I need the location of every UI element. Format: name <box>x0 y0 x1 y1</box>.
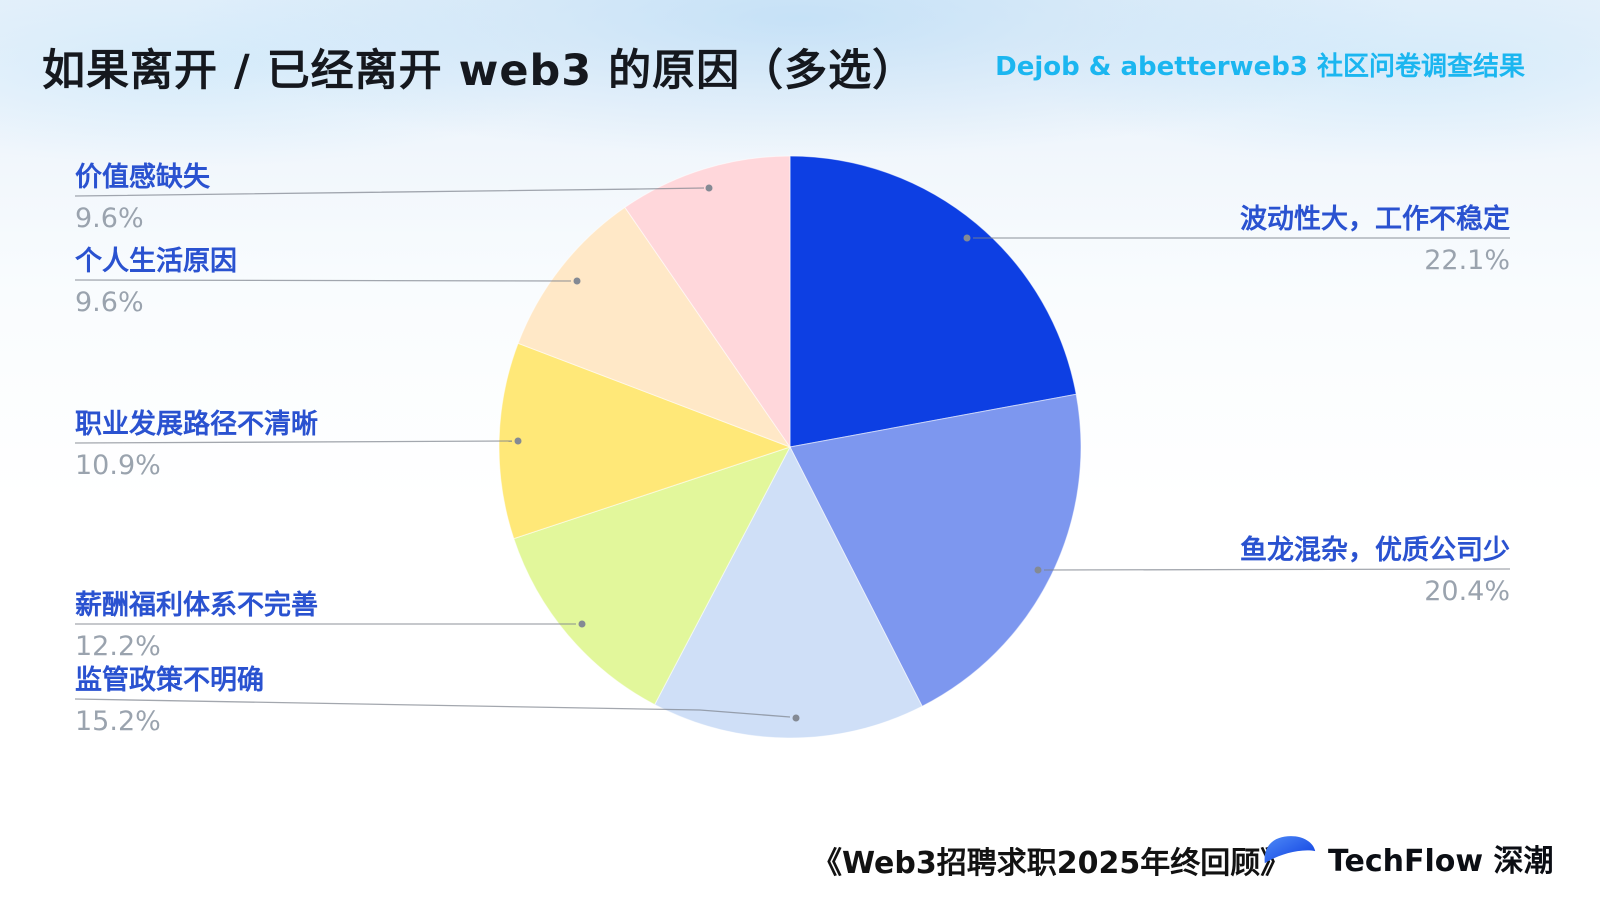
label-compensation-percent: 12.2% <box>75 631 161 662</box>
label-compensation-title: 薪酬福利体系不完善 <box>75 590 318 621</box>
label-regulation-title: 监管政策不明确 <box>75 665 264 696</box>
label-career-path: 职业发展路径不清晰 10.9% <box>75 407 318 483</box>
label-personal-life: 个人生活原因 9.6% <box>75 244 237 320</box>
label-value-loss: 价值感缺失 9.6% <box>75 160 210 236</box>
pie-slice-1 <box>789 155 1077 448</box>
label-career-path-percent: 10.9% <box>75 450 161 481</box>
leader-line-regulation <box>74 698 791 718</box>
label-compensation: 薪酬福利体系不完善 12.2% <box>75 588 318 664</box>
label-value-loss-percent: 9.6% <box>75 203 144 234</box>
label-company-quality-percent: 20.4% <box>1424 576 1510 607</box>
label-company-quality-title: 鱼龙混杂，优质公司少 <box>1240 535 1510 566</box>
leader-dot-regulation <box>792 714 800 722</box>
label-volatility-title: 波动性大，工作不稳定 <box>1240 204 1510 235</box>
label-value-loss-title: 价值感缺失 <box>75 162 210 193</box>
label-volatility-percent: 22.1% <box>1424 245 1510 276</box>
leader-dot-volatility <box>963 234 971 242</box>
pie-slice-7 <box>624 155 791 449</box>
page-title: 如果离开 / 已经离开 web3 的原因（多选） <box>42 46 917 96</box>
leader-line-career-path <box>74 440 513 444</box>
label-volatility: 波动性大，工作不稳定 22.1% <box>1240 202 1510 278</box>
leader-line-personal-life <box>74 279 572 282</box>
leader-dot-career-path <box>514 437 522 445</box>
pie-slice-2 <box>789 393 1082 707</box>
leader-dot-company-quality <box>1034 566 1042 574</box>
leader-line-value-loss <box>74 187 705 197</box>
label-personal-life-title: 个人生活原因 <box>75 246 237 277</box>
survey-source-subtitle: Dejob & abetterweb3 社区问卷调查结果 <box>995 52 1525 82</box>
techflow-logo-icon <box>1264 836 1316 864</box>
label-regulation-percent: 15.2% <box>75 706 161 737</box>
leader-dot-value-loss <box>705 184 713 192</box>
label-career-path-title: 职业发展路径不清晰 <box>75 409 318 440</box>
leader-line-company-quality <box>1043 568 1511 571</box>
pie-slice-4 <box>513 446 792 706</box>
label-company-quality: 鱼龙混杂，优质公司少 20.4% <box>1240 533 1510 609</box>
report-source-title: 《Web3招聘求职2025年终回顾》 <box>812 846 1291 881</box>
brand-name: TechFlow 深潮 <box>1328 844 1554 879</box>
label-regulation: 监管政策不明确 15.2% <box>75 663 264 739</box>
leader-dot-personal-life <box>573 277 581 285</box>
label-personal-life-percent: 9.6% <box>75 287 144 318</box>
leader-dot-compensation <box>578 620 586 628</box>
pie-slice-6 <box>517 206 792 449</box>
pie-slice-3 <box>653 445 923 739</box>
